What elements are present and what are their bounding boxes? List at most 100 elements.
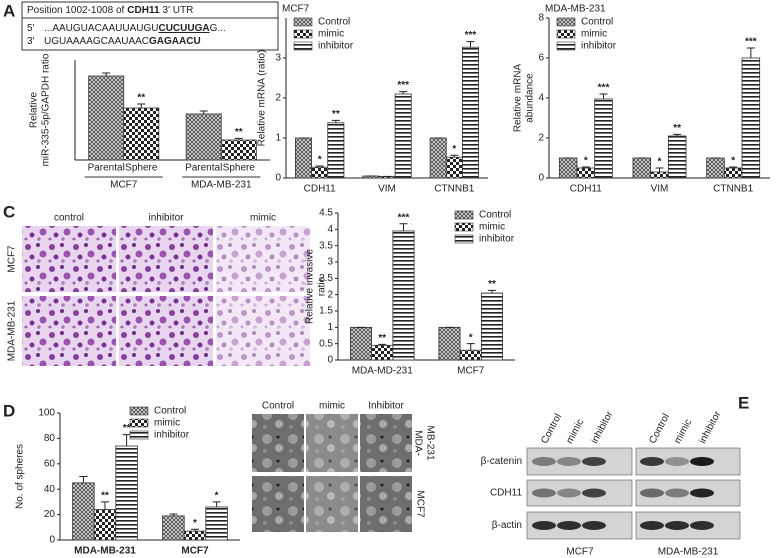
y-tick-label: 2 [538, 133, 544, 144]
significance: ** [378, 333, 386, 344]
y-tick-label: 3 [275, 53, 281, 64]
seed-seq: GAGAACU [149, 36, 201, 47]
significance: ** [137, 93, 145, 104]
legend-label: inhibitor [479, 234, 515, 245]
blot-band [582, 488, 606, 498]
blot-band [640, 488, 664, 498]
blot-band [532, 488, 556, 498]
strand-label: 5' [27, 23, 35, 34]
micrograph [119, 296, 213, 366]
significance: *** [397, 80, 409, 91]
error-bar [79, 476, 88, 483]
legend-swatch [556, 17, 576, 27]
error-bar [169, 513, 178, 516]
row-label: MDA-MB-231 [7, 300, 18, 361]
row-label: CDH11 [490, 488, 522, 499]
strand-seq: UGUAAAAGCAAUAAC [44, 36, 149, 47]
bar [185, 113, 222, 161]
bar [123, 107, 160, 161]
blot-band [665, 457, 689, 466]
legend-label: mimic [479, 222, 505, 233]
significance: * [469, 332, 473, 343]
bar [394, 93, 412, 179]
blot-band [557, 488, 581, 498]
blot-band [582, 457, 606, 466]
row-label: MB-231 [424, 425, 435, 460]
chart-title: MDA-MB-231 [545, 4, 606, 15]
bar [327, 122, 345, 179]
legend-swatch [293, 17, 313, 27]
micrograph [22, 296, 116, 366]
bar-label: Parental [185, 163, 222, 174]
bar [88, 75, 125, 161]
legend-label: inhibitor [581, 41, 617, 52]
y-tick-label: 4 [327, 224, 333, 235]
blot-band [557, 457, 581, 466]
bar [311, 166, 329, 179]
legend-swatch [556, 41, 576, 51]
column-label: inhibitor [589, 409, 615, 446]
y-tick-label: 40 [44, 484, 56, 495]
error-bar [102, 72, 111, 76]
y-tick-label: 6 [538, 53, 544, 64]
legend-swatch [129, 418, 149, 428]
y-tick-label: 80 [44, 433, 56, 444]
bar [72, 482, 95, 541]
bar [632, 157, 652, 179]
bar [183, 530, 207, 541]
significance: * [452, 144, 456, 155]
error-bar [199, 110, 208, 114]
y-tick-label: 4.5 [319, 208, 333, 219]
y-tick-label: 2 [327, 289, 333, 300]
micrograph [252, 476, 304, 532]
y-tick-label: 0 [275, 173, 281, 184]
y-tick-label: 0 [327, 355, 333, 366]
significance: ** [123, 423, 131, 434]
column-label: mimic [250, 213, 276, 224]
significance: *** [745, 37, 757, 48]
blot-band [690, 457, 714, 466]
panel-letter: E [738, 393, 749, 412]
error-bar [331, 119, 340, 123]
error-bar [487, 289, 496, 294]
error-bar [378, 343, 387, 346]
error-bar [101, 501, 109, 510]
x-tick-label: CTNNB1 [713, 184, 753, 195]
micrograph [216, 296, 310, 366]
micrograph [119, 226, 213, 292]
x-tick-label: MCF7 [110, 180, 138, 191]
error-bar [191, 528, 199, 532]
blot-band [665, 488, 689, 498]
legend-swatch [293, 29, 313, 39]
y-tick-label: 3.5 [319, 240, 333, 251]
sequence-title: Position 1002-1008 of CDH11 3' UTR [27, 5, 193, 16]
sequence-box [21, 1, 279, 51]
bar [480, 292, 504, 361]
column-label: inhibitor [148, 213, 184, 224]
significance: * [193, 518, 197, 529]
significance: ** [332, 109, 340, 120]
significance: * [318, 155, 322, 166]
error-bar [399, 223, 408, 231]
micrograph [252, 414, 304, 472]
error-bar [655, 167, 664, 172]
gene-name: CDH11 [127, 5, 160, 16]
y-axis-label: abundance [525, 73, 536, 123]
error-bar [673, 133, 682, 136]
blot-band [532, 457, 556, 466]
error-bar [234, 137, 243, 140]
legend-label: Control [154, 406, 186, 417]
y-tick-label: 0.5 [319, 338, 333, 349]
y-axis-label: Relative invasive [305, 249, 316, 324]
x-tick-label: MDA-MB-231 [74, 546, 136, 557]
bar [371, 344, 394, 361]
error-bar [122, 434, 131, 447]
strand-3: 3' UGUAAAAGCAAUAACGAGAACU [27, 36, 201, 47]
chart-title: MCF7 [282, 4, 310, 15]
column-label: Control [262, 401, 294, 412]
legend-swatch [129, 406, 149, 416]
blot-band [640, 521, 664, 530]
bar [594, 98, 613, 179]
bar [162, 515, 185, 541]
group-label: MDA-MB-231 [658, 547, 719, 558]
